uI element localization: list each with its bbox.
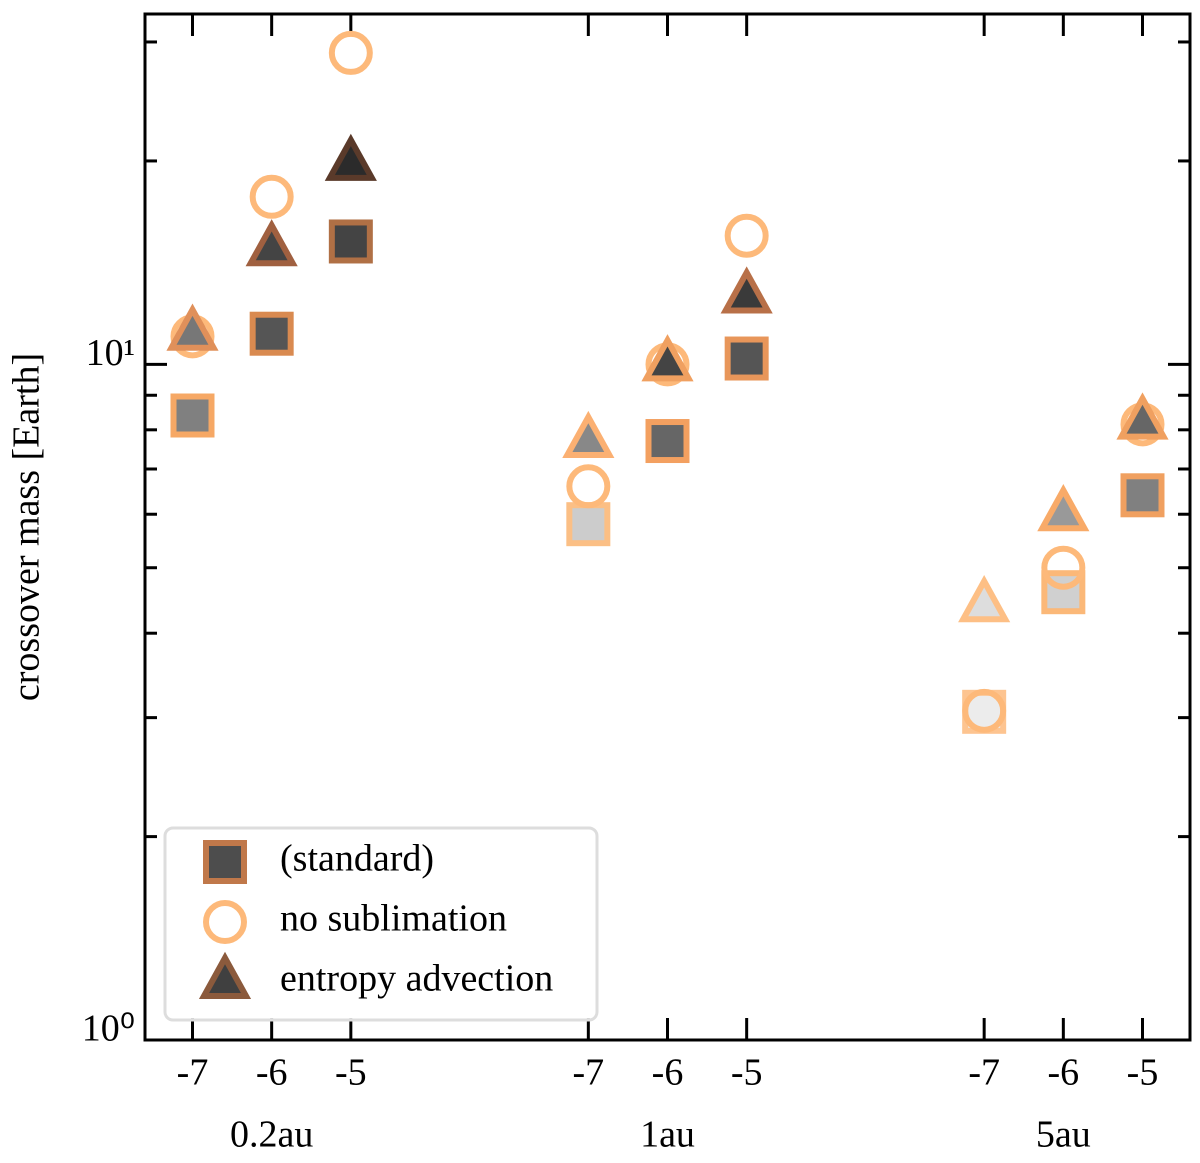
circle-marker	[566, 464, 611, 509]
group-label: 5au	[1036, 1114, 1091, 1156]
square-marker	[249, 311, 294, 356]
legend-label: entropy advection	[280, 958, 553, 1000]
square-marker	[1120, 473, 1165, 518]
x-tick-label: -5	[1127, 1052, 1159, 1094]
x-tick-label: -6	[652, 1052, 684, 1094]
y-tick-label: 10⁰	[82, 1008, 135, 1050]
triangle-marker	[958, 575, 1011, 623]
x-tick-label: -7	[177, 1052, 209, 1094]
square-marker	[170, 393, 215, 438]
triangle-marker	[166, 303, 219, 351]
x-tick-label: -7	[573, 1052, 605, 1094]
legend-marker	[203, 840, 247, 884]
x-tick-label: -7	[968, 1052, 1000, 1094]
circle-marker	[962, 688, 1007, 733]
square-marker	[566, 502, 611, 547]
x-tick-label: -6	[1048, 1052, 1080, 1094]
legend-box	[163, 826, 599, 1022]
triangle-marker	[324, 133, 377, 181]
circle-marker	[249, 174, 294, 219]
triangle-marker	[245, 219, 298, 267]
y-tick-label: 10¹	[86, 332, 135, 374]
x-tick-label: -5	[335, 1052, 367, 1094]
group-label: 0.2au	[230, 1114, 313, 1156]
legend-marker	[198, 951, 252, 999]
circle-marker	[1041, 545, 1086, 590]
triangle-marker	[1116, 392, 1169, 440]
square-marker	[328, 219, 373, 264]
square-marker	[645, 419, 690, 464]
square-marker	[724, 336, 769, 381]
x-tick-label: -6	[256, 1052, 288, 1094]
triangle-marker	[1037, 484, 1090, 532]
legend-label: no sublimation	[280, 898, 507, 940]
circle-marker	[328, 30, 373, 75]
group-label: 1au	[640, 1114, 695, 1156]
legend-marker	[203, 900, 247, 944]
x-tick-label: -5	[731, 1052, 763, 1094]
legend-label: (standard)	[280, 838, 434, 880]
triangle-marker	[720, 266, 773, 314]
triangle-marker	[562, 410, 615, 459]
triangle-marker	[641, 334, 694, 382]
circle-marker	[724, 213, 769, 258]
y-axis-label: crossover mass [Earth]	[6, 353, 48, 701]
